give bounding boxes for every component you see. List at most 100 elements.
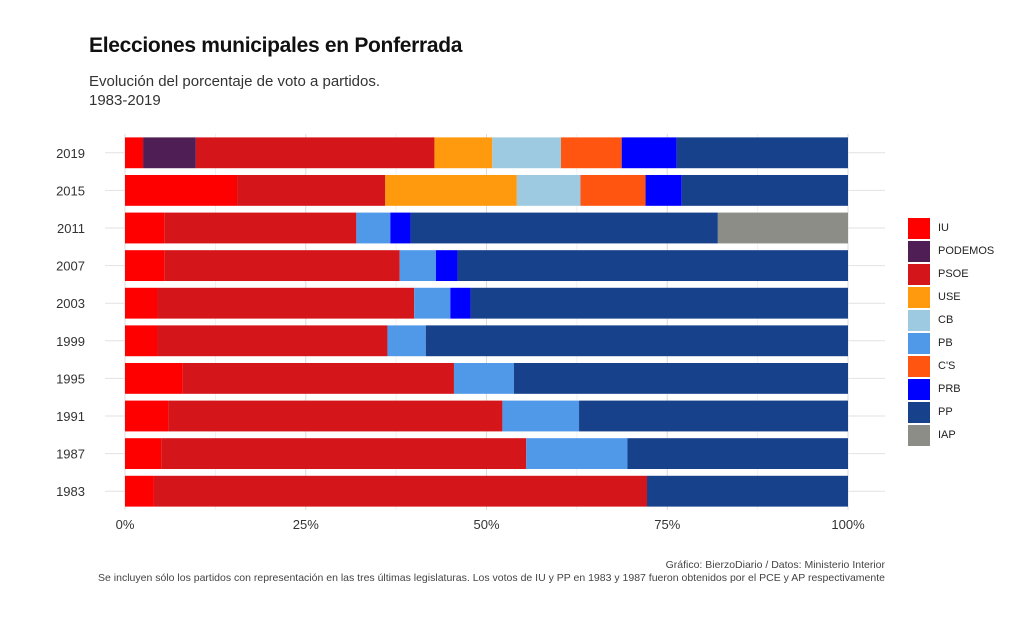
bar-segment-psoe-2019	[195, 137, 435, 169]
x-tick-label: 25%	[293, 517, 319, 532]
x-tick-label: 50%	[473, 517, 499, 532]
y-tick-label: 1995	[56, 371, 85, 386]
bar-segment-pp-2019	[676, 137, 848, 169]
legend-swatch	[908, 310, 930, 331]
bar-segment-pp-2007	[457, 250, 848, 282]
bar-segment-iu-2011	[125, 212, 165, 244]
bar-segment-pp-1999	[425, 325, 848, 357]
chart-subtitle: Evolución del porcentaje de voto a parti…	[89, 72, 380, 110]
bar-segment-pp-1995	[513, 362, 848, 394]
y-tick-label: 2015	[56, 183, 85, 198]
bar-segment-iu-2003	[125, 287, 158, 319]
bar-segment-pb-1999	[387, 325, 426, 357]
legend-label: C'S	[938, 360, 956, 372]
bar-segment-pb-1987	[526, 438, 628, 470]
y-tick-label: 2007	[56, 259, 85, 274]
legend-swatch	[908, 287, 930, 308]
bar-segment-pp-1987	[627, 438, 848, 470]
bar-segment-iu-2019	[125, 137, 144, 169]
bar-segment-psoe-1987	[161, 438, 527, 470]
bar-segment-pb-2007	[399, 250, 436, 282]
x-tick-label: 75%	[654, 517, 680, 532]
legend-item: CB	[908, 310, 1018, 331]
bar-segment-use-2015	[385, 174, 517, 206]
y-tick-label: 1999	[56, 334, 85, 349]
legend-item: PRB	[908, 379, 1018, 400]
legend-item: IU	[908, 218, 1018, 239]
legend-item: C'S	[908, 356, 1018, 377]
legend-label: PRB	[938, 383, 961, 395]
bar-segment-prb-2015	[645, 174, 682, 206]
bar-segment-cb-2019	[492, 137, 561, 169]
x-tick-label: 100%	[831, 517, 865, 532]
legend-label: CB	[938, 314, 954, 326]
bar-segment-pp-2003	[470, 287, 848, 319]
legend-item: USE	[908, 287, 1018, 308]
legend-swatch	[908, 333, 930, 354]
bar-segment-psoe-2003	[157, 287, 415, 319]
bar-segment-psoe-1995	[182, 362, 454, 394]
bar-segment-podemos-2019	[143, 137, 196, 169]
bar-segment-c-s-2019	[560, 137, 622, 169]
bar-segment-pp-2015	[681, 174, 848, 206]
y-tick-label: 1991	[56, 409, 85, 424]
bar-segment-iu-2015	[125, 174, 238, 206]
legend-item: PSOE	[908, 264, 1018, 285]
bar-segment-c-s-2015	[580, 174, 646, 206]
bar-segment-iu-1987	[125, 438, 162, 470]
legend-label: PP	[938, 406, 953, 418]
bar-segment-pp-1983	[647, 475, 848, 507]
x-tick-label: 0%	[116, 517, 135, 532]
bar-segment-iu-1991	[125, 400, 169, 432]
y-tick-label: 2019	[56, 146, 85, 161]
legend-item: PODEMOS	[908, 241, 1018, 262]
bar-segment-psoe-1991	[168, 400, 503, 432]
caption-note: Se incluyen sólo los partidos con repres…	[98, 572, 885, 584]
bar-segment-psoe-2015	[237, 174, 386, 206]
y-tick-label: 1983	[56, 484, 85, 499]
bar-segment-use-2019	[434, 137, 493, 169]
legend-label: PSOE	[938, 268, 969, 280]
legend-label: USE	[938, 291, 961, 303]
legend-label: IAP	[938, 429, 956, 441]
legend-item: PP	[908, 402, 1018, 423]
bar-segment-psoe-1999	[157, 325, 388, 357]
legend-label: IU	[938, 222, 949, 234]
bar-segment-iap-2011	[717, 212, 848, 244]
legend-item: IAP	[908, 425, 1018, 446]
bar-segment-pb-2011	[356, 212, 391, 244]
bar-segment-iu-1999	[125, 325, 158, 357]
bar-segment-prb-2019	[621, 137, 677, 169]
subtitle-line-1: Evolución del porcentaje de voto a parti…	[89, 73, 381, 90]
legend-swatch	[908, 379, 930, 400]
legend-swatch	[908, 218, 930, 239]
bar-segment-pb-1995	[453, 362, 514, 394]
bar-segment-psoe-1983	[153, 475, 648, 507]
bar-segment-iu-1995	[125, 362, 183, 394]
bar-segment-psoe-2011	[164, 212, 357, 244]
caption-source: Gráfico: BierzoDiario / Datos: Ministeri…	[665, 559, 885, 571]
chart-title: Elecciones municipales en Ponferrada	[89, 34, 463, 57]
bar-segment-cb-2015	[516, 174, 581, 206]
bar-segment-pb-1991	[502, 400, 580, 432]
bar-segment-prb-2003	[450, 287, 471, 319]
y-tick-label: 1987	[56, 447, 85, 462]
bar-segment-prb-2007	[435, 250, 458, 282]
bar-segment-psoe-2007	[164, 250, 400, 282]
legend-swatch	[908, 356, 930, 377]
legend-label: PB	[938, 337, 953, 349]
bar-segment-iu-1983	[125, 475, 154, 507]
y-tick-label: 2003	[56, 296, 85, 311]
bar-segment-pp-1991	[579, 400, 848, 432]
bar-segment-prb-2011	[390, 212, 411, 244]
bar-segment-iu-2007	[125, 250, 165, 282]
subtitle-line-2: 1983-2019	[89, 92, 161, 109]
bar-segment-pp-2011	[410, 212, 718, 244]
legend-item: PB	[908, 333, 1018, 354]
bar-segment-pb-2003	[414, 287, 451, 319]
legend-swatch	[908, 425, 930, 446]
y-tick-label: 2011	[57, 221, 85, 236]
legend-swatch	[908, 241, 930, 262]
legend-label: PODEMOS	[938, 245, 995, 257]
